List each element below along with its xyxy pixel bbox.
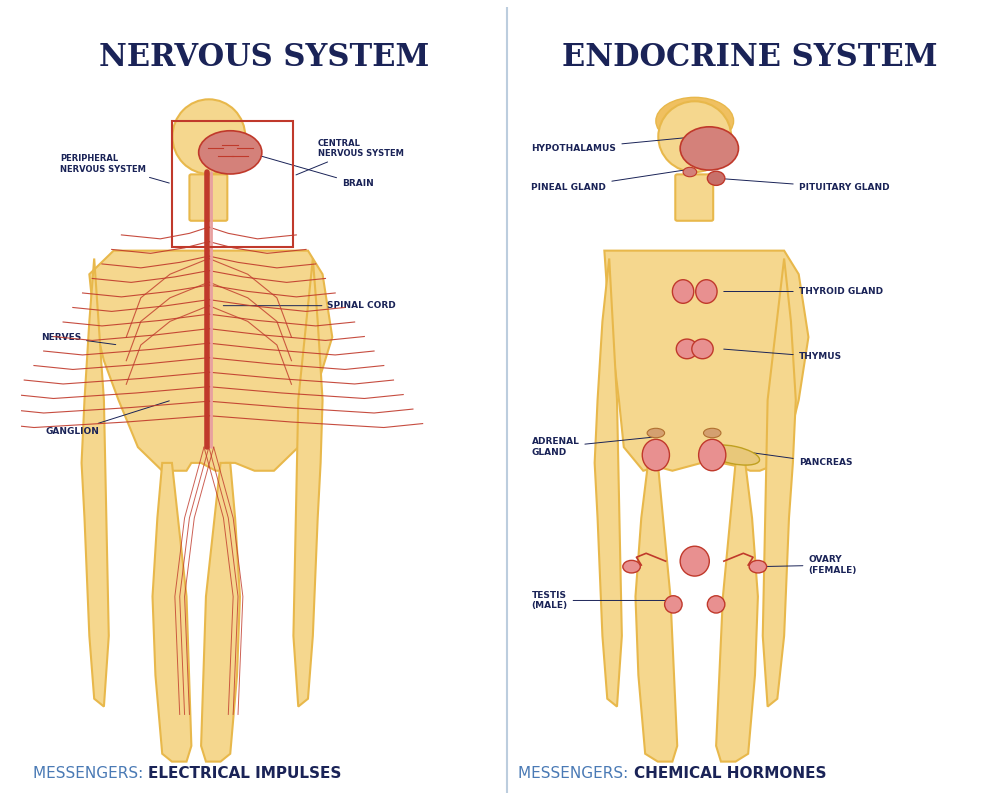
Ellipse shape [708,445,760,465]
Ellipse shape [672,280,694,303]
Ellipse shape [656,98,734,145]
Polygon shape [153,463,191,762]
Ellipse shape [707,596,725,613]
Ellipse shape [703,428,721,438]
Polygon shape [763,258,796,706]
Ellipse shape [692,339,713,358]
Text: MESSENGERS:: MESSENGERS: [518,766,634,781]
Polygon shape [293,258,323,706]
Text: PITUITARY GLAND: PITUITARY GLAND [720,178,889,192]
Polygon shape [604,250,808,470]
Text: NERVOUS SYSTEM: NERVOUS SYSTEM [99,42,429,74]
Text: MESSENGERS:: MESSENGERS: [33,766,148,781]
Ellipse shape [665,596,682,613]
Text: CHEMICAL HORMONES: CHEMICAL HORMONES [634,766,826,781]
Text: THYROID GLAND: THYROID GLAND [724,287,883,296]
Text: SPINAL CORD: SPINAL CORD [223,301,396,310]
Text: ELECTRICAL IMPULSES: ELECTRICAL IMPULSES [148,766,341,781]
Ellipse shape [658,102,731,172]
Ellipse shape [696,280,717,303]
Ellipse shape [680,127,738,170]
Text: TESTIS
(MALE): TESTIS (MALE) [531,590,670,610]
Ellipse shape [676,339,698,358]
Text: ENDOCRINE SYSTEM: ENDOCRINE SYSTEM [562,42,938,74]
Polygon shape [595,258,622,706]
FancyBboxPatch shape [189,174,227,221]
Polygon shape [716,463,758,762]
Ellipse shape [749,560,767,573]
Ellipse shape [647,428,665,438]
Polygon shape [201,463,240,762]
Text: BRAIN: BRAIN [243,150,374,188]
FancyBboxPatch shape [675,174,713,221]
Text: PINEAL GLAND: PINEAL GLAND [531,170,684,192]
Ellipse shape [199,130,262,174]
Polygon shape [89,250,332,470]
Text: PERIPHERAL
NERVOUS SYSTEM: PERIPHERAL NERVOUS SYSTEM [60,154,169,183]
Ellipse shape [623,560,640,573]
Polygon shape [82,258,109,706]
Polygon shape [635,463,677,762]
Text: OVARY
(FEMALE): OVARY (FEMALE) [761,555,857,574]
Ellipse shape [172,99,245,174]
Ellipse shape [680,546,709,576]
Ellipse shape [642,439,669,470]
Ellipse shape [683,167,697,177]
Ellipse shape [707,171,725,186]
Text: CENTRAL
NERVOUS SYSTEM: CENTRAL NERVOUS SYSTEM [296,138,404,175]
Text: ADRENAL
GLAND: ADRENAL GLAND [531,438,652,457]
Text: HYPOTHALAMUS: HYPOTHALAMUS [531,137,694,153]
Text: NERVES: NERVES [41,333,116,345]
Text: PANCREAS: PANCREAS [743,451,852,467]
Text: THYMUS: THYMUS [724,349,842,362]
Ellipse shape [699,439,726,470]
Text: GANGLION: GANGLION [46,401,169,436]
